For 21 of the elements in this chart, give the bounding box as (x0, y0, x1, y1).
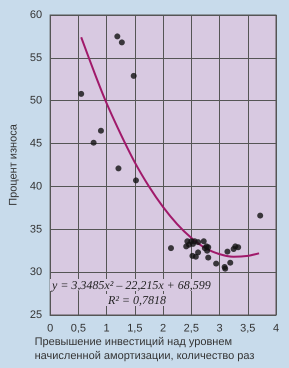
annotation: y = 3,3485x² – 22,215x + 68,599 (51, 278, 211, 292)
annotation: R² = 0,7818 (107, 293, 166, 307)
y-tick-label: 35 (30, 223, 42, 236)
y-tick-label: 30 (30, 266, 42, 278)
x-tick-label: 0,5 (70, 322, 86, 334)
x-tick-label: 4 (272, 322, 280, 334)
x-tick-label: 2,5 (184, 322, 199, 334)
x-tick-label: 0 (47, 322, 54, 334)
y-tick-label: 45 (30, 138, 42, 150)
x-tick-label: 3 (216, 322, 223, 334)
y-tick-label: 50 (30, 94, 42, 107)
y-axis-title: Процент износа (8, 123, 20, 206)
x-tick-label: 2 (160, 322, 166, 334)
y-tick-label: 40 (30, 180, 42, 192)
x-tick-label: 1 (104, 322, 110, 334)
x-tick-label: 1,5 (127, 322, 142, 334)
y-tick-label: 60 (30, 9, 42, 21)
x-tick-label: 3,5 (240, 322, 256, 334)
y-tick-label: 25 (30, 309, 42, 321)
y-tick-label: 55 (30, 52, 42, 64)
x-axis-title: Превышение инвестиций над уровнем начисленной амортизации, количество раз (34, 336, 254, 362)
